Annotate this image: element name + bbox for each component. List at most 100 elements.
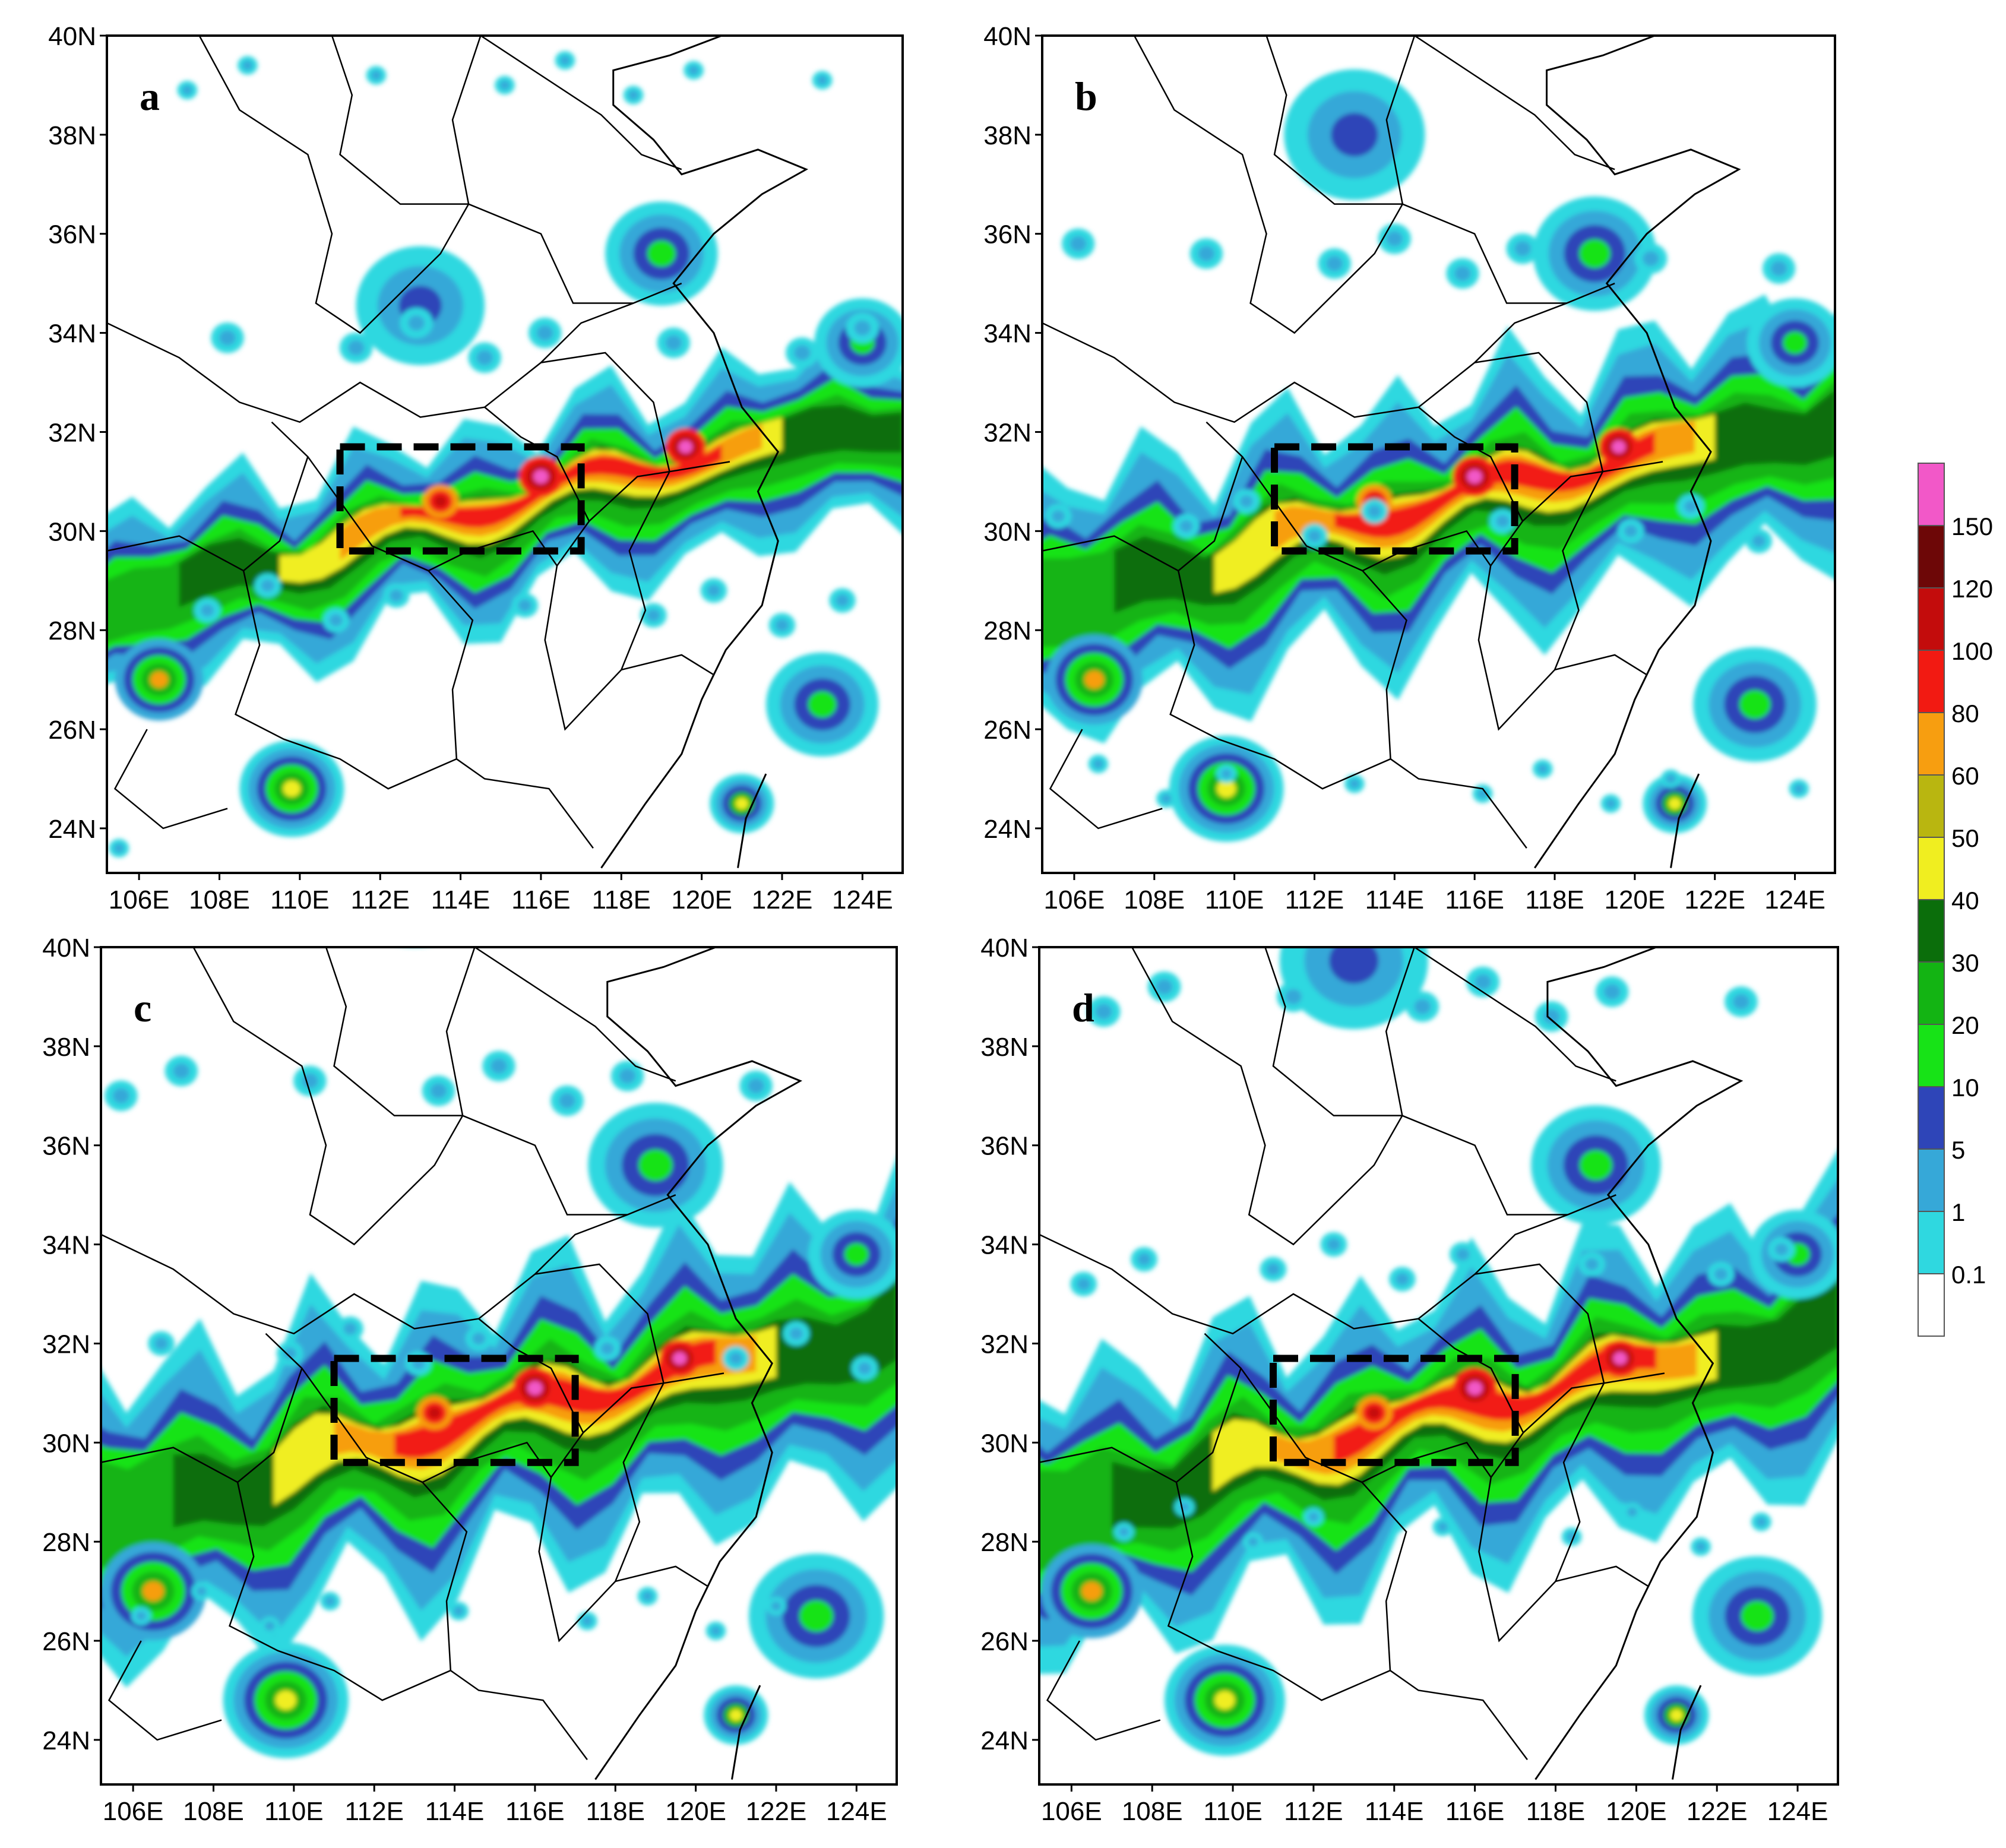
lat-tick-label: 34N	[42, 1231, 90, 1260]
lon-tick-label: 106E	[103, 1797, 164, 1826]
lon-tick-label: 108E	[1122, 1797, 1183, 1826]
colorbar-swatch	[1918, 961, 1945, 1025]
lon-tick-label: 124E	[1764, 885, 1825, 914]
lon-tick-label: 120E	[1606, 1797, 1667, 1826]
colorbar-swatch	[1918, 712, 1945, 776]
precip-field	[101, 947, 897, 1784]
lon-tick-label: 116E	[1445, 1797, 1505, 1826]
study-area-box	[1271, 443, 1518, 555]
lat-tick-label: 38N	[983, 121, 1032, 150]
lat-tick-label: 24N	[42, 1726, 90, 1755]
colorbar-swatch	[1918, 587, 1945, 651]
colorbar-label: 20	[1951, 1011, 1979, 1039]
precip-field	[1042, 36, 1835, 873]
lat-tick-label: 30N	[48, 517, 96, 546]
colorbar-swatch	[1918, 1273, 1945, 1337]
province-boundaries	[107, 36, 809, 869]
lon-tick-label: 120E	[665, 1797, 726, 1826]
lon-tick-label: 124E	[826, 1797, 887, 1826]
lat-tick-label: 32N	[983, 418, 1032, 447]
lat-tick-label: 36N	[980, 1132, 1029, 1161]
lat-tick-label: 34N	[983, 319, 1032, 349]
lon-tick-label: 112E	[1285, 885, 1344, 914]
panel-b: 40N 38N 36N 34N 32N 30N 28N 26N 24N 106E 108E 110E 1…	[983, 22, 1836, 914]
panel-letter: a	[140, 74, 160, 119]
panel-frame	[106, 34, 904, 874]
colorbar-label: 120	[1951, 575, 1993, 603]
panel-frame	[1041, 34, 1836, 874]
lat-tick-label: 40N	[983, 22, 1032, 51]
lat-tick-label: 38N	[42, 1033, 90, 1062]
panel-letter: b	[1075, 74, 1097, 119]
lat-tick-label: 26N	[48, 716, 96, 745]
study-area-box	[1269, 1355, 1519, 1466]
colorbar-label: 0.1	[1951, 1261, 1986, 1289]
lon-tick-label: 118E	[1526, 1797, 1586, 1826]
colorbar-label: 30	[1951, 949, 1979, 977]
colorbar-label: 50	[1951, 824, 1979, 852]
lat-tick-label: 34N	[980, 1231, 1029, 1260]
lat-tick-label: 26N	[980, 1627, 1029, 1656]
lat-tick-label: 38N	[48, 121, 96, 150]
lat-tick-label: 32N	[42, 1330, 90, 1359]
lat-tick-label: 40N	[980, 934, 1029, 963]
lat-tick-label: 24N	[980, 1726, 1029, 1755]
lat-tick-label: 24N	[48, 815, 96, 844]
lat-tick-label: 30N	[983, 517, 1032, 546]
panel-frame	[1038, 946, 1839, 1786]
coastline	[594, 947, 803, 1780]
colorbar-label: 60	[1951, 762, 1979, 790]
colorbar-label: 100	[1951, 637, 1993, 665]
colorbar: 0.1 1 5 10 20 30 40 50 60 80 100 120 150	[1918, 463, 1993, 1337]
lat-tick-label: 30N	[980, 1429, 1029, 1458]
study-area-box	[336, 443, 585, 555]
lon-tick-label: 118E	[1525, 885, 1584, 914]
lon-tick-label: 106E	[1044, 885, 1105, 914]
colorbar-label: 150	[1951, 512, 1993, 540]
lon-tick-label: 116E	[1445, 885, 1504, 914]
lon-tick-label: 110E	[1205, 885, 1264, 914]
lat-tick-label: 40N	[48, 22, 96, 51]
lat-tick-label: 24N	[983, 815, 1032, 844]
lat-tick-label: 30N	[42, 1429, 90, 1458]
colorbar-swatch	[1918, 525, 1945, 588]
lat-tick-label: 28N	[983, 616, 1032, 645]
lon-tick-label: 116E	[505, 1797, 565, 1826]
lat-tick-label: 26N	[42, 1627, 90, 1656]
lon-tick-label: 114E	[431, 885, 491, 914]
panel-letter: c	[134, 985, 151, 1030]
lon-tick-label: 122E	[1687, 1797, 1748, 1826]
lon-tick-label: 122E	[1684, 885, 1745, 914]
colorbar-swatch	[1918, 463, 1945, 526]
study-area-box	[330, 1355, 579, 1466]
lon-tick-label: 110E	[264, 1797, 324, 1826]
lat-tick-label: 32N	[48, 418, 96, 447]
panel-a: 40N 38N 36N 34N 32N 30N 28N 26N 24N 106E 108E 110E 1…	[48, 22, 904, 914]
lat-tick-label: 28N	[48, 616, 96, 645]
lon-tick-label: 118E	[592, 885, 651, 914]
colorbar-swatch	[1918, 774, 1945, 838]
lon-tick-label: 112E	[1284, 1797, 1343, 1826]
province-boundaries	[101, 947, 803, 1780]
lat-tick-label: 28N	[980, 1528, 1029, 1557]
colorbar-label: 1	[1951, 1198, 1965, 1226]
lon-tick-label: 120E	[1604, 885, 1665, 914]
lat-tick-label: 36N	[48, 220, 96, 249]
lon-tick-label: 116E	[511, 885, 571, 914]
lon-tick-label: 114E	[1365, 885, 1425, 914]
lon-tick-label: 108E	[1124, 885, 1185, 914]
lat-tick-label: 36N	[42, 1132, 90, 1161]
coastline	[1534, 947, 1744, 1780]
colorbar-swatch	[1918, 837, 1945, 900]
lat-tick-label: 26N	[983, 716, 1032, 745]
lon-tick-label: 114E	[425, 1797, 485, 1826]
panel-frame	[100, 946, 898, 1786]
lon-tick-label: 106E	[109, 885, 170, 914]
lon-tick-label: 118E	[586, 1797, 646, 1826]
lon-tick-label: 122E	[746, 1797, 807, 1826]
panel-letter: d	[1072, 985, 1094, 1030]
lon-tick-label: 106E	[1041, 1797, 1102, 1826]
lon-tick-label: 120E	[671, 885, 732, 914]
lon-tick-label: 108E	[183, 1797, 244, 1826]
panel-d: 40N 38N 36N 34N 32N 30N 28N 26N 24N 106E 108E 110E 1…	[980, 934, 1839, 1826]
